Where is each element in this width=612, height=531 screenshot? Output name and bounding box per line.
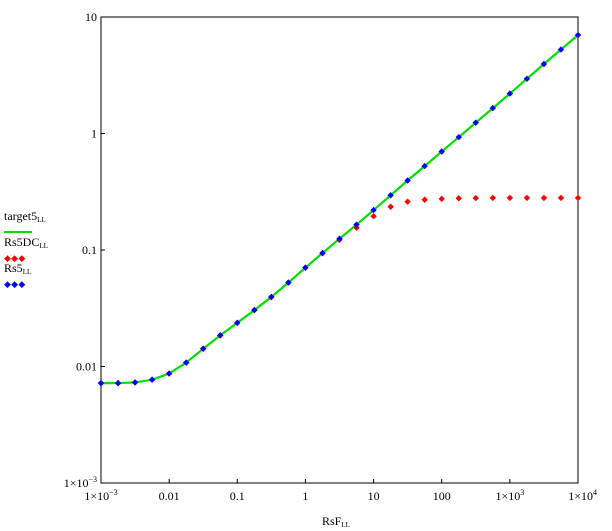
point-rs5 — [217, 332, 224, 339]
point-rs5 — [114, 379, 122, 387]
legend-swatch-rs5dc: ◆ ◆ ◆ — [4, 253, 25, 263]
y-tick-label: 10 — [85, 10, 97, 24]
x-tick-label: 0.1 — [230, 489, 245, 503]
x-tick-label: 0.01 — [159, 489, 180, 503]
point-rs5 — [285, 279, 292, 286]
point-rs5 — [489, 104, 497, 112]
legend-label-rs5: Rs5LL — [4, 261, 32, 277]
legend-swatch-rs5: ◆ ◆ ◆ — [4, 279, 25, 289]
x-tick-label: 1 — [302, 489, 308, 503]
x-tick-label: 100 — [433, 489, 451, 503]
point-rs5 — [302, 264, 309, 271]
legend-entry-rs5dc: Rs5DCLL ◆ ◆ ◆ — [4, 235, 48, 264]
point-rs5 — [523, 75, 531, 82]
point-rs5 — [353, 221, 360, 228]
point-rs5 — [574, 31, 582, 39]
point-rs5 — [251, 306, 258, 314]
point-rs5dc — [523, 194, 531, 202]
point-rs5 — [472, 119, 479, 126]
point-rs5 — [540, 60, 548, 68]
x-tick-label: 10 — [368, 489, 380, 503]
point-rs5dc — [489, 194, 497, 202]
x-axis-label: RsFLL — [322, 514, 350, 529]
y-tick-label: 0.01 — [76, 360, 97, 374]
point-rs5 — [506, 90, 514, 97]
point-rs5dc — [574, 194, 582, 202]
point-rs5 — [131, 379, 139, 386]
point-rs5 — [387, 192, 394, 199]
point-rs5 — [370, 206, 377, 214]
point-rs5dc — [540, 194, 548, 202]
point-rs5 — [319, 249, 326, 257]
legend: target5LL Rs5DCLL ◆ ◆ ◆ Rs5LL ◆ ◆ ◆ — [4, 210, 48, 290]
series-line-target5 — [101, 34, 579, 385]
y-tick-label: 0.1 — [82, 243, 97, 257]
point-rs5dc — [438, 195, 445, 203]
point-rs5dc — [455, 195, 462, 202]
point-rs5dc — [404, 198, 411, 205]
point-rs5 — [455, 133, 462, 141]
point-rs5 — [234, 319, 241, 327]
legend-label-rs5dc: Rs5DCLL — [4, 235, 48, 251]
point-rs5 — [148, 376, 156, 383]
point-rs5 — [557, 46, 565, 53]
point-rs5 — [183, 359, 190, 366]
y-axis-ticks: 1×10−3 0.01 0.1 1 10 — [64, 10, 105, 490]
y-tick-label: 1×10−3 — [64, 475, 97, 490]
point-rs5 — [421, 162, 428, 170]
y-tick-label: 1 — [91, 127, 97, 141]
point-rs5dc — [557, 194, 565, 202]
point-rs5dc — [370, 213, 377, 220]
x-axis-ticks: 1×10−3 0.01 0.1 1 10 100 1×103 1×104 — [84, 479, 597, 503]
series-layer — [97, 31, 582, 387]
point-rs5 — [165, 370, 173, 377]
point-rs5 — [268, 293, 275, 301]
legend-label-target5: target5LL — [4, 209, 46, 225]
legend-swatch-target5 — [4, 227, 48, 237]
point-rs5 — [336, 235, 343, 242]
point-rs5 — [199, 345, 207, 352]
point-rs5 — [97, 379, 105, 387]
point-rs5dc — [506, 194, 514, 202]
point-rs5 — [404, 177, 411, 184]
legend-entry-target5: target5LL — [4, 210, 48, 236]
point-rs5dc — [472, 194, 479, 202]
point-rs5 — [438, 148, 445, 155]
point-rs5dc — [421, 196, 428, 203]
point-rs5dc — [387, 203, 394, 210]
plot-frame — [100, 16, 579, 484]
legend-entry-rs5: Rs5LL ◆ ◆ ◆ — [4, 261, 48, 290]
x-tick-label: 1×10−3 — [84, 488, 117, 503]
x-tick-label: 1×103 — [495, 488, 524, 503]
x-tick-label: 1×104 — [568, 488, 597, 503]
